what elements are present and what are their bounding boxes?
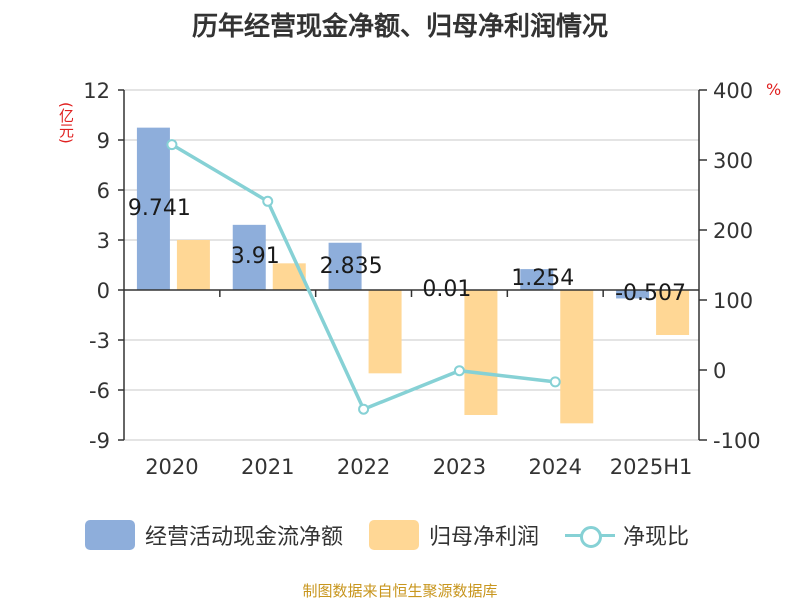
bar-cash xyxy=(616,290,650,299)
y-tick-label: -6 xyxy=(89,379,110,403)
bar-cash xyxy=(520,269,554,290)
y2-tick-label: 100 xyxy=(713,289,753,313)
bar-profit xyxy=(368,290,402,374)
y-tick-label: 6 xyxy=(97,179,110,203)
bar-cash xyxy=(328,242,362,290)
y2-tick-label: 200 xyxy=(713,219,753,243)
data-label-cash: 1.254 xyxy=(511,266,574,291)
data-label-cash: -0.507 xyxy=(615,281,686,306)
ratio-point xyxy=(262,195,274,207)
data-label-cash: 9.741 xyxy=(128,196,191,221)
data-label-cash: 2.835 xyxy=(320,254,383,279)
legend-label-cash: 经营活动现金流净额 xyxy=(145,525,344,550)
x-tick-label: 2021 xyxy=(241,455,294,479)
y-tick-label: -9 xyxy=(89,429,110,453)
ratio-point xyxy=(166,139,178,151)
y2-tick-label: 300 xyxy=(713,149,753,173)
y-axis-left-label: (亿元) xyxy=(57,102,75,144)
legend-swatch-cash xyxy=(85,520,135,550)
y-tick-label: 9 xyxy=(97,129,110,153)
y-axis-right-label: % xyxy=(766,80,782,99)
y-tick-label: 0 xyxy=(97,279,110,303)
legend-item-cash[interactable]: 经营活动现金流净额 xyxy=(85,519,343,551)
bar-profit xyxy=(176,240,210,290)
x-tick-label: 2023 xyxy=(433,455,486,479)
legend-swatch-profit xyxy=(369,520,420,550)
ratio-point xyxy=(549,376,561,388)
chart-title: 历年经营现金净额、归母净利润情况 xyxy=(191,12,608,42)
legend-swatch-ratio xyxy=(565,520,616,550)
ratio-point xyxy=(453,365,465,377)
data-label-cash: 0.01 xyxy=(422,277,471,302)
legend-label-profit: 归母净利润 xyxy=(429,525,540,550)
x-tick-label: 2024 xyxy=(529,455,582,479)
bar-profit xyxy=(464,290,498,415)
legend-label-ratio: 净现比 xyxy=(623,525,690,550)
bar-cash xyxy=(232,224,266,290)
legend-item-ratio[interactable]: 净现比 xyxy=(565,519,689,551)
y2-tick-label: 0 xyxy=(713,359,726,383)
y-tick-label: 3 xyxy=(97,229,110,253)
x-tick-label: 2020 xyxy=(145,455,198,479)
bar-profit xyxy=(560,290,594,424)
bar-cash xyxy=(136,127,170,291)
y2-tick-label: 400 xyxy=(713,79,753,103)
y2-tick-label: -100 xyxy=(713,429,761,453)
legend: 经营活动现金流净额 归母净利润 净现比 xyxy=(85,517,715,553)
x-tick-label: 2025H1 xyxy=(610,455,693,479)
data-label-cash: 3.91 xyxy=(231,244,280,269)
ratio-point xyxy=(358,403,370,415)
source-note: 制图数据来自恒生聚源数据库 xyxy=(302,582,498,600)
bar-profit xyxy=(656,290,690,335)
y-tick-label: -3 xyxy=(89,329,110,353)
y-tick-label: 12 xyxy=(83,79,110,103)
legend-item-profit[interactable]: 归母净利润 xyxy=(369,519,539,551)
x-tick-label: 2022 xyxy=(337,455,390,479)
